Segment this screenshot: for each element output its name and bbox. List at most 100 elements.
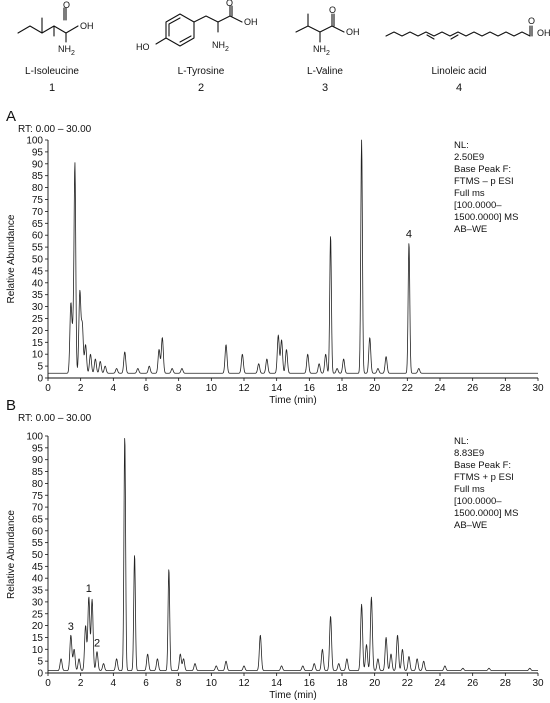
instrument-note-b-6: 1500.0000] MS xyxy=(454,508,518,519)
x-tick-label-a-22: 22 xyxy=(402,383,414,394)
peak-label-b-1: 1 xyxy=(86,583,92,595)
y-tick-label-a-65: 65 xyxy=(32,219,44,230)
isoleucine-o: O xyxy=(63,0,70,10)
y-tick-label-b-55: 55 xyxy=(32,538,44,549)
y-tick-label-b-25: 25 xyxy=(32,609,44,620)
y-tick-label-a-5: 5 xyxy=(37,362,43,373)
x-tick-label-b-4: 4 xyxy=(111,678,117,689)
linoleic-oh: OH xyxy=(537,28,550,38)
tyrosine-oh: OH xyxy=(244,17,258,27)
instrument-note-b-5: [100.0000– xyxy=(454,496,502,507)
y-tick-label-a-0: 0 xyxy=(37,374,43,385)
structure-linoleic-acid: OH O Linoleic acid 4 xyxy=(385,16,550,94)
chromatogram-panel-b: B RT: 0.00 – 30.00 051015202530354045505… xyxy=(6,397,544,701)
x-tick-label-b-10: 10 xyxy=(206,678,218,689)
y-tick-label-a-70: 70 xyxy=(32,207,44,218)
structure-l-valine: O OH NH2 L-Valine 3 xyxy=(295,5,360,94)
y-tick-label-b-75: 75 xyxy=(32,491,44,502)
chromatogram-trace-b xyxy=(47,437,539,672)
tyrosine-o: O xyxy=(226,0,233,8)
valine-o: O xyxy=(329,5,336,15)
instrument-note-b-7: AB–WE xyxy=(454,520,487,531)
y-tick-label-b-65: 65 xyxy=(32,514,44,525)
y-tick-label-a-80: 80 xyxy=(32,183,44,194)
y-tick-label-a-85: 85 xyxy=(32,171,44,182)
linoleic-o: O xyxy=(528,16,535,26)
y-tick-label-b-15: 15 xyxy=(32,633,44,644)
x-tick-label-b-18: 18 xyxy=(336,678,348,689)
y-tick-label-a-60: 60 xyxy=(32,231,44,242)
y-tick-label-a-10: 10 xyxy=(32,350,44,361)
x-tick-label-b-26: 26 xyxy=(467,678,479,689)
x-tick-label-a-30: 30 xyxy=(532,383,544,394)
y-tick-label-a-35: 35 xyxy=(32,290,44,301)
x-tick-label-b-20: 20 xyxy=(369,678,381,689)
x-tick-label-b-22: 22 xyxy=(402,678,414,689)
x-tick-label-b-14: 14 xyxy=(271,678,283,689)
y-tick-label-a-50: 50 xyxy=(32,255,44,266)
y-tick-label-b-60: 60 xyxy=(32,526,44,537)
y-tick-label-a-40: 40 xyxy=(32,278,44,289)
compound-name-3: L-Valine xyxy=(307,66,343,77)
y-tick-label-a-45: 45 xyxy=(32,266,44,277)
instrument-note-a-2: Base Peak F: xyxy=(454,164,511,175)
structure-l-isoleucine: O OH NH2 L-Isoleucine 1 xyxy=(17,0,94,94)
instrument-note-a-3: FTMS – p ESI xyxy=(454,176,514,187)
instrument-note-b-2: Base Peak F: xyxy=(454,460,511,471)
x-axis-ticks-a: 0 2 4 6 8 10 12 14 16 18 20 22 24 26 28 30 xyxy=(45,378,544,394)
structure-l-tyrosine: HO O OH NH2 L-Tyrosine 2 xyxy=(136,0,258,94)
x-tick-label-b-30: 30 xyxy=(532,678,544,689)
y-tick-label-a-20: 20 xyxy=(32,326,44,337)
valine-oh: OH xyxy=(346,27,360,37)
peak-label-b-3: 3 xyxy=(68,621,74,633)
rt-range-a: RT: 0.00 – 30.00 xyxy=(18,124,92,135)
instrument-note-a-0: NL: xyxy=(454,140,469,151)
x-tick-label-a-20: 20 xyxy=(369,383,381,394)
compound-name-1: L-Isoleucine xyxy=(25,66,79,77)
y-tick-label-a-15: 15 xyxy=(32,338,44,349)
y-tick-label-b-85: 85 xyxy=(32,467,44,478)
x-tick-label-b-2: 2 xyxy=(78,678,84,689)
y-tick-label-b-95: 95 xyxy=(32,443,44,454)
y-tick-label-b-5: 5 xyxy=(37,657,43,668)
x-tick-label-a-4: 4 xyxy=(111,383,117,394)
instrument-note-b-1: 8.83E9 xyxy=(454,448,484,459)
compound-number-3: 3 xyxy=(322,82,328,94)
x-tick-label-b-24: 24 xyxy=(434,678,446,689)
x-tick-label-a-18: 18 xyxy=(336,383,348,394)
rt-range-b: RT: 0.00 – 30.00 xyxy=(18,413,92,424)
peak-label-b-2: 2 xyxy=(94,638,100,650)
x-tick-label-a-26: 26 xyxy=(467,383,479,394)
y-tick-label-a-30: 30 xyxy=(32,302,44,313)
instrument-note-a-1: 2.50E9 xyxy=(454,152,484,163)
y-tick-label-a-90: 90 xyxy=(32,159,44,170)
chromatogram-panel-a: A RT: 0.00 – 30.00 051015202530354045505… xyxy=(6,108,544,406)
y-tick-label-b-80: 80 xyxy=(32,479,44,490)
y-tick-label-b-30: 30 xyxy=(32,597,44,608)
y-tick-label-b-10: 10 xyxy=(32,645,44,656)
panel-letter-b: B xyxy=(6,397,16,414)
compound-name-4: Linoleic acid xyxy=(431,66,486,77)
compound-number-2: 2 xyxy=(198,82,204,94)
instrument-note-b-3: FTMS + p ESI xyxy=(454,472,514,483)
x-tick-label-b-6: 6 xyxy=(143,678,149,689)
chromatogram-trace-a xyxy=(47,139,539,374)
y-tick-label-b-100: 100 xyxy=(26,432,43,443)
peak-labels-a: 4 xyxy=(406,228,412,240)
instrument-note-b-0: NL: xyxy=(454,436,469,447)
x-tick-label-b-28: 28 xyxy=(500,678,512,689)
isoleucine-oh: OH xyxy=(80,21,94,31)
x-tick-label-b-16: 16 xyxy=(304,678,316,689)
y-tick-label-b-90: 90 xyxy=(32,455,44,466)
instrument-note-b-4: Full ms xyxy=(454,484,485,495)
x-axis-title-b: Time (min) xyxy=(269,690,316,701)
y-tick-label-b-35: 35 xyxy=(32,586,44,597)
panel-letter-a: A xyxy=(6,108,16,125)
peak-label-a-4: 4 xyxy=(406,228,412,240)
y-tick-label-b-40: 40 xyxy=(32,574,44,585)
x-tick-label-a-12: 12 xyxy=(238,383,250,394)
instrument-note-a-5: [100.0000– xyxy=(454,200,502,211)
isoleucine-nh2: NH2 xyxy=(58,44,75,57)
